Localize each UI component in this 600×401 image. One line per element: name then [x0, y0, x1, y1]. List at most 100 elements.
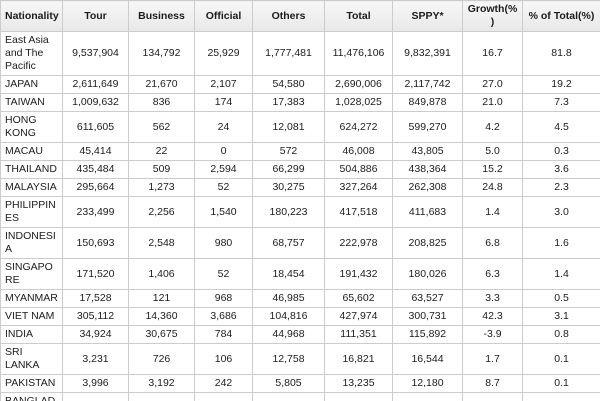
value-cell: 0.8 [522, 325, 600, 344]
value-cell: 17,528 [62, 289, 129, 308]
value-cell: 2,690,006 [324, 75, 393, 94]
nationality-cell: SRI LANKA [0, 343, 63, 375]
value-cell: 66,299 [252, 160, 325, 179]
value-cell: 0.1 [522, 392, 600, 401]
value-cell: 24 [194, 111, 253, 143]
table-row: PHILIPPINES 233,499 2,256 1,540 180,223 417,5… [0, 196, 600, 228]
table-row: INDIA 34,924 30,675 784 44,968 111,351 115,892… [0, 325, 600, 344]
value-cell: 262,308 [392, 178, 463, 197]
value-cell: 3,996 [62, 374, 129, 393]
value-cell: 34,924 [62, 325, 129, 344]
value-cell: 305,112 [62, 307, 129, 326]
value-cell: 784 [194, 325, 253, 344]
value-cell: 427,974 [324, 307, 393, 326]
value-cell: 968 [194, 289, 253, 308]
value-cell: 504,886 [324, 160, 393, 179]
value-cell: 180,223 [252, 196, 325, 228]
value-cell: 14,360 [128, 307, 195, 326]
value-cell: 1,028,025 [324, 93, 393, 112]
value-cell: 1,540 [194, 196, 253, 228]
table-row: East Asia and The Pacific 9,537,904 134,79… [0, 31, 600, 76]
value-cell: 1.4 [462, 196, 523, 228]
value-cell: 295,664 [62, 178, 129, 197]
value-cell: 16.7 [462, 31, 523, 76]
value-cell: 0.1 [522, 343, 600, 375]
value-cell: 1.4 [522, 258, 600, 290]
nationality-cell: MALAYSIA [0, 178, 63, 197]
table-row: MALAYSIA 295,664 1,273 52 30,275 327,264 262,3… [0, 178, 600, 197]
value-cell: 6.8 [462, 227, 523, 259]
value-cell: 3,192 [128, 374, 195, 393]
value-cell: 1,406 [128, 258, 195, 290]
value-cell: 18,454 [252, 258, 325, 290]
table-row: HONG KONG 611,605 562 24 12,081 624,272 599,27… [0, 111, 600, 143]
table-row: THAILAND 435,484 509 2,594 66,299 504,886 438,… [0, 160, 600, 179]
value-cell: 3,686 [194, 307, 253, 326]
value-cell: 3.1 [522, 307, 600, 326]
table-row: JAPAN 2,611,649 21,670 2,107 54,580 2,690,006… [0, 75, 600, 94]
value-cell: 16,544 [392, 343, 463, 375]
value-cell: 65,602 [324, 289, 393, 308]
value-cell: 599,270 [392, 111, 463, 143]
value-cell: 2,548 [128, 227, 195, 259]
column-header: Others [252, 0, 325, 32]
value-cell: 9,832,391 [392, 31, 463, 76]
table-row: TAIWAN 1,009,632 836 174 17,383 1,028,025 849,… [0, 93, 600, 112]
value-cell: 624,272 [324, 111, 393, 143]
value-cell: 171,520 [62, 258, 129, 290]
value-cell: 9,486 [252, 392, 325, 401]
value-cell: 191,432 [324, 258, 393, 290]
value-cell: 25,929 [194, 31, 253, 76]
column-header: Tour [62, 0, 129, 32]
value-cell: 111,351 [324, 325, 393, 344]
value-cell: 104,816 [252, 307, 325, 326]
value-cell: 16,821 [324, 343, 393, 375]
value-cell: 22 [128, 142, 195, 161]
value-cell: 46,985 [252, 289, 325, 308]
value-cell: 4.5 [522, 111, 600, 143]
value-cell: 12,081 [252, 111, 325, 143]
value-cell: 8.7 [462, 374, 523, 393]
value-cell: 6.3 [462, 258, 523, 290]
nationality-cell: JAPAN [0, 75, 63, 94]
value-cell: 3.0 [522, 196, 600, 228]
column-header: Total [324, 0, 393, 32]
nationality-cell: INDONESIA [0, 227, 63, 259]
value-cell: 52 [194, 258, 253, 290]
value-cell: 14,935 [324, 392, 393, 401]
value-cell: 3,231 [62, 343, 129, 375]
table-row: INDONESIA 150,693 2,548 980 68,757 222,978 208… [0, 227, 600, 259]
value-cell: 327,264 [324, 178, 393, 197]
value-cell: -3.9 [462, 325, 523, 344]
nationality-cell: MACAU [0, 142, 63, 161]
value-cell: 19.2 [522, 75, 600, 94]
value-cell: 435,484 [62, 160, 129, 179]
value-cell: 24.8 [462, 178, 523, 197]
value-cell: 16.6 [462, 392, 523, 401]
table-row: BANGLADESH2,9721,5259529,48614,93512,812… [0, 392, 600, 401]
table-row: MACAU 45,414 22 0 572 46,008 43,805 5.0 0.3 [0, 142, 600, 161]
column-header: Growth(%) [462, 0, 523, 32]
column-header: Official [194, 0, 253, 32]
nationality-cell: MYANMAR [0, 289, 63, 308]
value-cell: 417,518 [324, 196, 393, 228]
nationality-cell: VIET NAM [0, 307, 63, 326]
value-cell: 952 [194, 392, 253, 401]
nationality-cell: THAILAND [0, 160, 63, 179]
value-cell: 1,009,632 [62, 93, 129, 112]
value-cell: 21,670 [128, 75, 195, 94]
value-cell: 43,805 [392, 142, 463, 161]
value-cell: 611,605 [62, 111, 129, 143]
value-cell: 0 [194, 142, 253, 161]
value-cell: 1,525 [128, 392, 195, 401]
value-cell: 46,008 [324, 142, 393, 161]
value-cell: 1,273 [128, 178, 195, 197]
nationality-cell: PHILIPPINES [0, 196, 63, 228]
value-cell: 115,892 [392, 325, 463, 344]
table-row: PAKISTAN 3,996 3,192 242 5,805 13,235 12,180 8.… [0, 374, 600, 393]
value-cell: 150,693 [62, 227, 129, 259]
value-cell: 106 [194, 343, 253, 375]
column-header: % of Total(%) [522, 0, 600, 32]
value-cell: 134,792 [128, 31, 195, 76]
value-cell: 174 [194, 93, 253, 112]
